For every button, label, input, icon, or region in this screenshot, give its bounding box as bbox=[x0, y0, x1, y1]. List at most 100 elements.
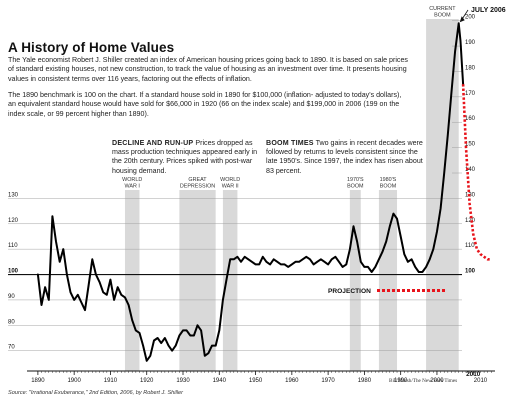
data-point-43 bbox=[193, 334, 195, 336]
data-point-3 bbox=[48, 299, 50, 301]
data-point-106 bbox=[421, 271, 423, 273]
shaded-period-3 bbox=[349, 190, 361, 371]
data-point-109 bbox=[432, 248, 434, 250]
shaded-period-label-0-1: WAR I bbox=[125, 183, 140, 189]
data-point-116 bbox=[458, 22, 460, 24]
data-point-58 bbox=[247, 258, 249, 260]
data-point-27 bbox=[135, 329, 137, 331]
boom-annotation: BOOM TIMES Two gains in recent decades w… bbox=[266, 139, 426, 176]
data-point-15 bbox=[91, 258, 93, 260]
data-point-17 bbox=[99, 281, 101, 283]
data-point-72 bbox=[298, 261, 300, 263]
shaded-period-label-1-1: DEPRESSION bbox=[180, 183, 215, 189]
data-point-63 bbox=[265, 261, 267, 263]
data-point-57 bbox=[244, 256, 246, 258]
data-point-0 bbox=[37, 274, 39, 276]
data-point-70 bbox=[291, 263, 293, 265]
data-point-103 bbox=[411, 258, 413, 260]
data-point-82 bbox=[334, 256, 336, 258]
data-point-62 bbox=[262, 256, 264, 258]
y-tick-left-70: 70 bbox=[8, 345, 15, 351]
y-tick-left-80: 80 bbox=[8, 319, 15, 325]
data-point-64 bbox=[269, 263, 271, 265]
data-point-45 bbox=[200, 329, 202, 331]
y-tick-right-100: 100 bbox=[465, 269, 476, 275]
x-end-label: 2010 bbox=[466, 371, 481, 378]
benchmark-paragraph: The 1890 benchmark is 100 on the chart. … bbox=[8, 91, 402, 118]
x-tick-label-1930: 1930 bbox=[176, 378, 190, 384]
data-point-9 bbox=[70, 291, 72, 293]
x-tick-label-1960: 1960 bbox=[285, 378, 299, 384]
data-point-18 bbox=[102, 291, 104, 293]
shaded-period-label-2-1: WAR II bbox=[222, 183, 239, 189]
data-point-48 bbox=[211, 345, 213, 347]
data-point-95 bbox=[382, 251, 384, 253]
y-tick-left-90: 90 bbox=[8, 294, 15, 300]
boom-text: Two gains in recent decades were followe… bbox=[266, 139, 423, 175]
data-point-81 bbox=[331, 258, 333, 260]
data-point-51 bbox=[222, 299, 224, 301]
y-tick-right-160: 160 bbox=[465, 116, 476, 122]
data-point-91 bbox=[367, 266, 369, 268]
data-point-44 bbox=[197, 324, 199, 326]
shaded-period-label-5-0: CURRENT bbox=[429, 6, 456, 12]
data-point-87 bbox=[353, 225, 355, 227]
data-point-54 bbox=[233, 258, 235, 260]
data-point-52 bbox=[226, 279, 228, 281]
data-point-104 bbox=[414, 266, 416, 268]
x-tick-label-1990: 1990 bbox=[394, 378, 408, 384]
shaded-period-label-2-0: WORLD bbox=[220, 177, 240, 183]
data-point-16 bbox=[95, 274, 97, 276]
data-point-112 bbox=[443, 172, 445, 174]
data-point-59 bbox=[251, 261, 253, 263]
data-point-35 bbox=[164, 337, 166, 339]
data-point-12 bbox=[80, 301, 82, 303]
credit-line: Bill Marsh/The New York Times bbox=[389, 378, 458, 384]
x-tick-label-2000: 2000 bbox=[430, 378, 444, 384]
data-point-8 bbox=[66, 274, 68, 276]
data-point-37 bbox=[171, 350, 173, 352]
shaded-period-4 bbox=[378, 190, 398, 371]
shaded-period-label-1-0: GREAT bbox=[188, 177, 207, 183]
data-point-111 bbox=[440, 208, 442, 210]
data-point-47 bbox=[207, 352, 209, 354]
x-tick-label-2010: 2010 bbox=[474, 378, 488, 384]
data-point-115 bbox=[454, 50, 456, 52]
data-point-23 bbox=[120, 294, 122, 296]
data-point-89 bbox=[360, 261, 362, 263]
y-tick-right-140: 140 bbox=[465, 167, 476, 173]
data-point-46 bbox=[204, 355, 206, 357]
data-point-66 bbox=[276, 261, 278, 263]
data-point-97 bbox=[389, 225, 391, 227]
data-point-33 bbox=[157, 337, 159, 339]
shaded-period-label-4-1: BOOM bbox=[380, 183, 397, 189]
data-point-32 bbox=[153, 340, 155, 342]
data-point-108 bbox=[429, 258, 431, 260]
y-tick-left-100: 100 bbox=[8, 269, 19, 275]
decline-annotation: DECLINE AND RUN-UP Prices dropped as mas… bbox=[112, 139, 262, 176]
data-point-30 bbox=[146, 360, 148, 362]
shaded-period-label-5-1: BOOM bbox=[434, 12, 451, 18]
data-point-61 bbox=[258, 263, 260, 265]
data-point-22 bbox=[117, 286, 119, 288]
boom-heading: BOOM TIMES bbox=[266, 139, 314, 147]
data-point-1 bbox=[41, 304, 43, 306]
data-point-99 bbox=[396, 218, 398, 220]
data-point-78 bbox=[320, 258, 322, 260]
data-point-42 bbox=[189, 334, 191, 336]
data-point-40 bbox=[182, 329, 184, 331]
data-point-41 bbox=[186, 329, 188, 331]
data-point-4 bbox=[51, 215, 53, 217]
data-point-84 bbox=[342, 266, 344, 268]
data-point-86 bbox=[349, 248, 351, 250]
data-point-6 bbox=[59, 261, 61, 263]
data-point-67 bbox=[280, 263, 282, 265]
source-note: Source: "Irrational Exuberance," 2nd Edi… bbox=[8, 390, 183, 396]
july-2006-arrowhead bbox=[459, 16, 465, 23]
data-point-92 bbox=[371, 271, 373, 273]
data-point-2 bbox=[44, 286, 46, 288]
data-point-94 bbox=[378, 258, 380, 260]
shaded-period-label-0-0: WORLD bbox=[122, 177, 142, 183]
data-point-110 bbox=[436, 230, 438, 232]
